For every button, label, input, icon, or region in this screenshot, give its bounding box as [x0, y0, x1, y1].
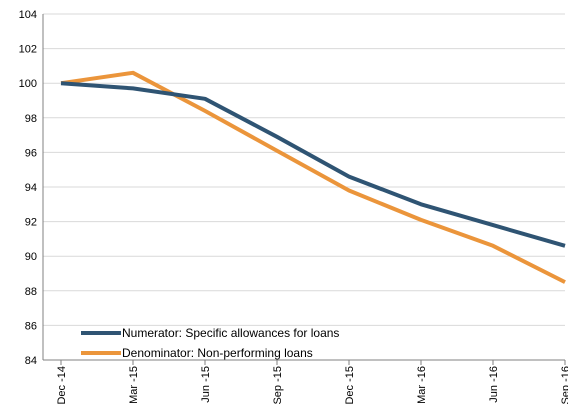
y-tick-label: 96: [25, 147, 37, 159]
y-axis-ticks: 84 86 88 90 92 94 96 98 100 102 104: [19, 9, 37, 367]
x-tick-label: Sep -15: [272, 366, 284, 405]
x-tick-label: Sep -16: [560, 366, 568, 405]
x-tick-label: Dec -14: [56, 366, 68, 405]
series-line-denominator: [60, 70, 566, 284]
x-tick-label: Dec -15: [344, 366, 356, 405]
y-tick-label: 94: [25, 182, 37, 194]
y-tick-label: 84: [25, 355, 37, 367]
legend-label-numerator: Numerator: Specific allowances for loans: [122, 326, 339, 340]
y-tick-label: 88: [25, 286, 37, 298]
series-line-numerator: [60, 81, 566, 248]
y-tick-label: 92: [25, 217, 37, 229]
y-tick-label: 86: [25, 320, 37, 332]
y-tick-label: 90: [25, 251, 37, 263]
legend-label-denominator: Denominator: Non-performing loans: [122, 346, 313, 360]
y-tick-label: 98: [25, 113, 37, 125]
x-tick-label: Mar -15: [128, 366, 140, 404]
y-tick-label: 104: [19, 9, 37, 21]
x-tick-label: Jun -15: [200, 366, 212, 403]
gridlines: [43, 13, 565, 361]
x-axis-ticks: Dec -14 Mar -15 Jun -15 Sep -15 Dec -15 Mar -…: [56, 360, 568, 405]
legend: Numerator: Specific allowances for loans…: [81, 326, 339, 360]
x-tick-label: Mar -16: [416, 366, 428, 404]
y-tick-label: 100: [19, 78, 37, 90]
series-lines: [60, 70, 566, 284]
x-tick-label: Jun -16: [488, 366, 500, 403]
y-tick-label: 102: [19, 44, 37, 56]
